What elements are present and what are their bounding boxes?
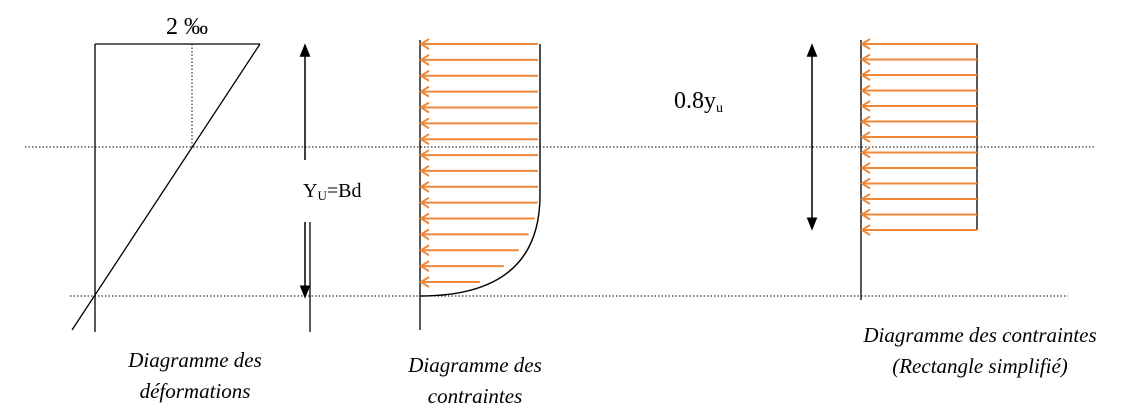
rectangle-stress-arrow (860, 115, 977, 128)
rectangle-stress-arrow (860, 162, 977, 174)
neutral-axis-label-main: Y (303, 180, 318, 202)
parabola-stress-arrow (419, 244, 519, 257)
parabola-stress-arrow (419, 133, 538, 146)
neutral-axis-label: YU=Bd (303, 180, 361, 204)
parabola-stress-arrow (419, 228, 529, 241)
parabola-stress-arrow (419, 260, 504, 272)
stress-caption-line2: contraintes (427, 384, 523, 408)
parabola-stress-arrow (419, 212, 535, 225)
parabola-stress-arrow (419, 117, 538, 130)
rectangle-stress-arrow (860, 53, 977, 66)
rectangle-stress-arrow (860, 38, 977, 50)
rectangle-caption-line1: Diagramme des contraintes (863, 323, 1097, 347)
rectangle-stress-arrow (860, 69, 977, 81)
parabola-stress-arrow (419, 69, 538, 82)
deformation-caption-line2: déformations (139, 379, 251, 403)
deformation-caption-line1: Diagramme des (128, 348, 262, 372)
parabola-stress-arrow (419, 101, 538, 114)
parabolic-stress-arrows (419, 38, 538, 288)
parabolic-stress-diagram (419, 38, 541, 330)
rectangle-stress-arrow (860, 131, 977, 143)
parabola-stress-arrow (419, 85, 538, 98)
rectangle-stress-arrow (860, 100, 977, 112)
block-depth-label: 0.8yu (674, 88, 723, 117)
parabola-stress-arrow (419, 180, 538, 193)
block-depth-label-main: 0.8y (674, 88, 716, 114)
parabola-stress-arrow (419, 54, 538, 66)
parabola-stress-arrow (419, 165, 538, 177)
stress-caption: Diagramme des contraintes (375, 350, 575, 412)
parabola-stress-arrow (419, 38, 538, 50)
stress-parabola-curve (419, 44, 541, 297)
rectangle-stress-arrow (860, 208, 977, 221)
rectangle-caption: Diagramme des contraintes (Rectangle sim… (820, 320, 1132, 382)
rectangle-stress-diagram (860, 38, 978, 300)
rectangle-stress-arrow (860, 146, 977, 159)
deformation-caption: Diagramme des déformations (110, 345, 280, 407)
neutral-axis-label-tail: =Bd (326, 180, 362, 202)
neutral-axis-depth-indicator (299, 43, 311, 332)
parabola-stress-arrow (419, 196, 538, 209)
deformation-strain-line (71, 43, 261, 331)
rectangle-caption-line2: (Rectangle simplifié) (892, 354, 1068, 378)
rectangle-stress-arrow (860, 224, 977, 236)
rectangle-stress-arrow (860, 193, 977, 205)
rectangle-stress-arrow (860, 177, 977, 190)
rectangle-stress-arrow (860, 84, 977, 97)
rectangle-stress-arrows (860, 38, 977, 236)
block-depth-label-sub: u (716, 101, 723, 116)
neutral-axis-label-sub: U (317, 188, 327, 203)
deformation-diagram (71, 43, 261, 332)
strain-percent-label: 2 ‰ (166, 14, 208, 40)
parabola-stress-arrow (419, 276, 480, 288)
stress-caption-line1: Diagramme des (408, 353, 542, 377)
parabola-stress-arrow (419, 149, 538, 161)
